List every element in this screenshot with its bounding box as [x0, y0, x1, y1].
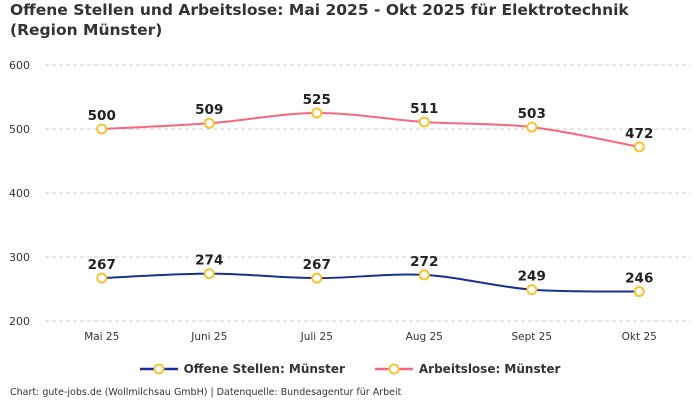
series-line	[101, 111, 640, 148]
data-point	[203, 268, 215, 280]
chart-title: Offene Stellen und Arbeitslose: Mai 2025…	[10, 1, 629, 39]
data-point	[633, 286, 645, 298]
data-label: 500	[88, 108, 116, 124]
data-label: 267	[88, 257, 116, 273]
x-tick-label: Okt 25	[622, 331, 657, 343]
x-tick-label: Aug 25	[406, 331, 443, 343]
data-point	[418, 116, 430, 128]
data-label: 274	[195, 253, 223, 269]
data-point	[418, 269, 430, 281]
legend-label: Arbeitslose: Münster	[418, 362, 561, 376]
x-tick-label: Juli 25	[300, 331, 333, 343]
data-point	[96, 272, 108, 284]
data-point	[311, 272, 323, 284]
legend-item-offene-stellen[interactable]: Offene Stellen: Münster	[139, 362, 345, 376]
data-label: 249	[518, 269, 546, 285]
data-label: 272	[410, 254, 438, 270]
data-label: 509	[195, 102, 223, 118]
data-point	[203, 117, 215, 129]
data-label: 267	[303, 257, 331, 273]
y-tick-label: 400	[9, 187, 30, 200]
series-line	[101, 272, 640, 293]
data-label: 511	[410, 101, 438, 117]
data-point	[311, 107, 323, 119]
y-tick-label: 600	[9, 59, 30, 72]
legend-label: Offene Stellen: Münster	[183, 362, 345, 376]
data-label: 246	[625, 271, 653, 287]
legend-line-icon	[374, 363, 413, 375]
legend-line-icon	[139, 363, 178, 375]
data-label: 503	[518, 106, 546, 122]
data-point	[633, 141, 645, 153]
legend: Offene Stellen: Münster Arbeitslose: Mün…	[0, 362, 700, 376]
y-tick-label: 500	[9, 123, 30, 136]
data-label: 525	[303, 92, 331, 108]
legend-item-arbeitslose[interactable]: Arbeitslose: Münster	[374, 362, 561, 376]
data-label: 472	[625, 126, 653, 142]
footer-source: Chart: gute-jobs.de (Wollmilchsau GmbH) …	[10, 387, 402, 398]
data-point	[96, 123, 108, 135]
data-point	[526, 284, 538, 296]
x-tick-label: Juni 25	[190, 331, 227, 343]
x-tick-label: Sept 25	[511, 331, 552, 343]
data-point	[526, 121, 538, 133]
y-tick-label: 200	[9, 315, 30, 328]
y-tick-label: 300	[9, 251, 30, 264]
x-tick-label: Mai 25	[84, 331, 119, 343]
